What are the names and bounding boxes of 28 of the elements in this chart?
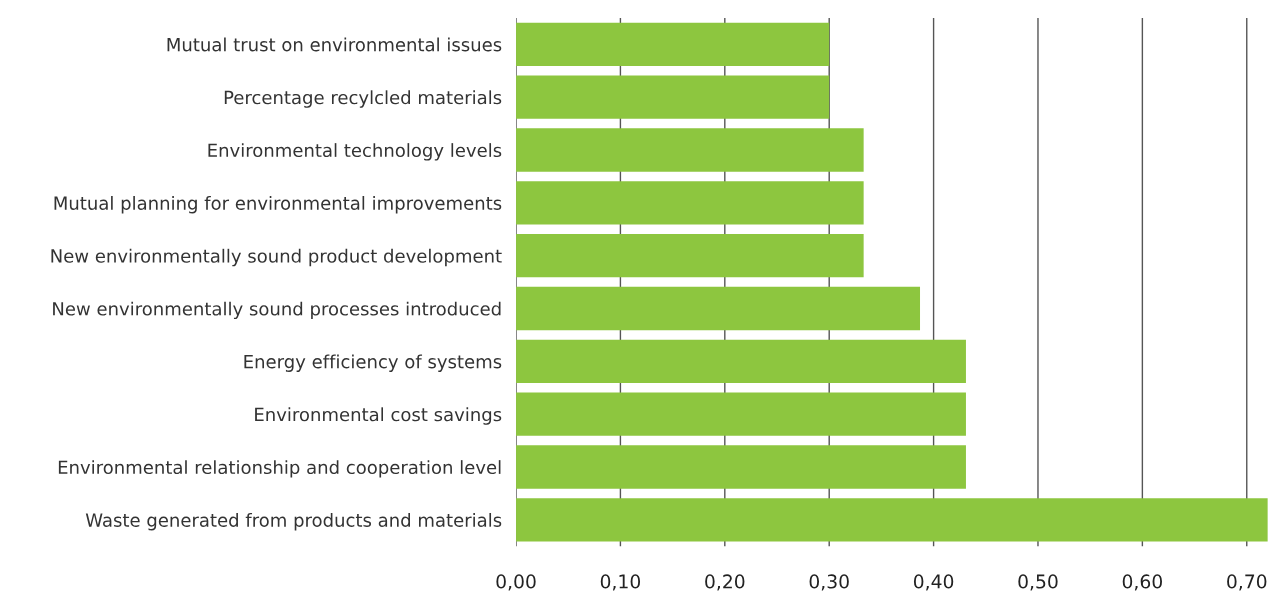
y-tick-label: Environmental cost savings: [255, 407, 502, 425]
y-tick-label: Energy efficiency of systems: [244, 354, 502, 372]
x-tick-label: 0,20: [705, 574, 745, 591]
y-tick-label: New environmentally sound product development: [51, 248, 502, 267]
y-tick-label: Mutual trust on environmental issues: [167, 37, 502, 52]
bar: [516, 445, 966, 489]
x-tick-label: 0,00: [496, 574, 536, 591]
bar: [516, 181, 864, 225]
bar: [516, 234, 864, 278]
x-tick-label: 0,10: [600, 574, 641, 591]
bar: [516, 339, 966, 383]
y-tick-label: Percentage recylcled materials: [224, 90, 502, 108]
y-tick-label: Waste generated from products and materials: [85, 512, 502, 531]
y-tick-label: Environmental technology levels: [208, 143, 502, 161]
bar: [516, 286, 921, 331]
x-tick-label: 0,70: [1227, 574, 1267, 591]
y-tick-label: New environmentally sound processes introduced: [53, 301, 501, 320]
x-tick-label: 0,50: [1018, 574, 1058, 591]
x-tick-label: 0,60: [1122, 574, 1162, 591]
bar: [516, 392, 966, 436]
y-tick-label: Mutual planning for environmental improvements: [54, 195, 502, 214]
bar: [516, 498, 1268, 542]
bar: [516, 22, 830, 66]
x-tick-label: 0,40: [913, 574, 954, 591]
bar: [516, 75, 830, 119]
y-tick-label: Environmental relationship and cooperation level: [58, 460, 501, 478]
x-tick-label: 0,30: [809, 574, 849, 591]
bar: [516, 128, 864, 172]
